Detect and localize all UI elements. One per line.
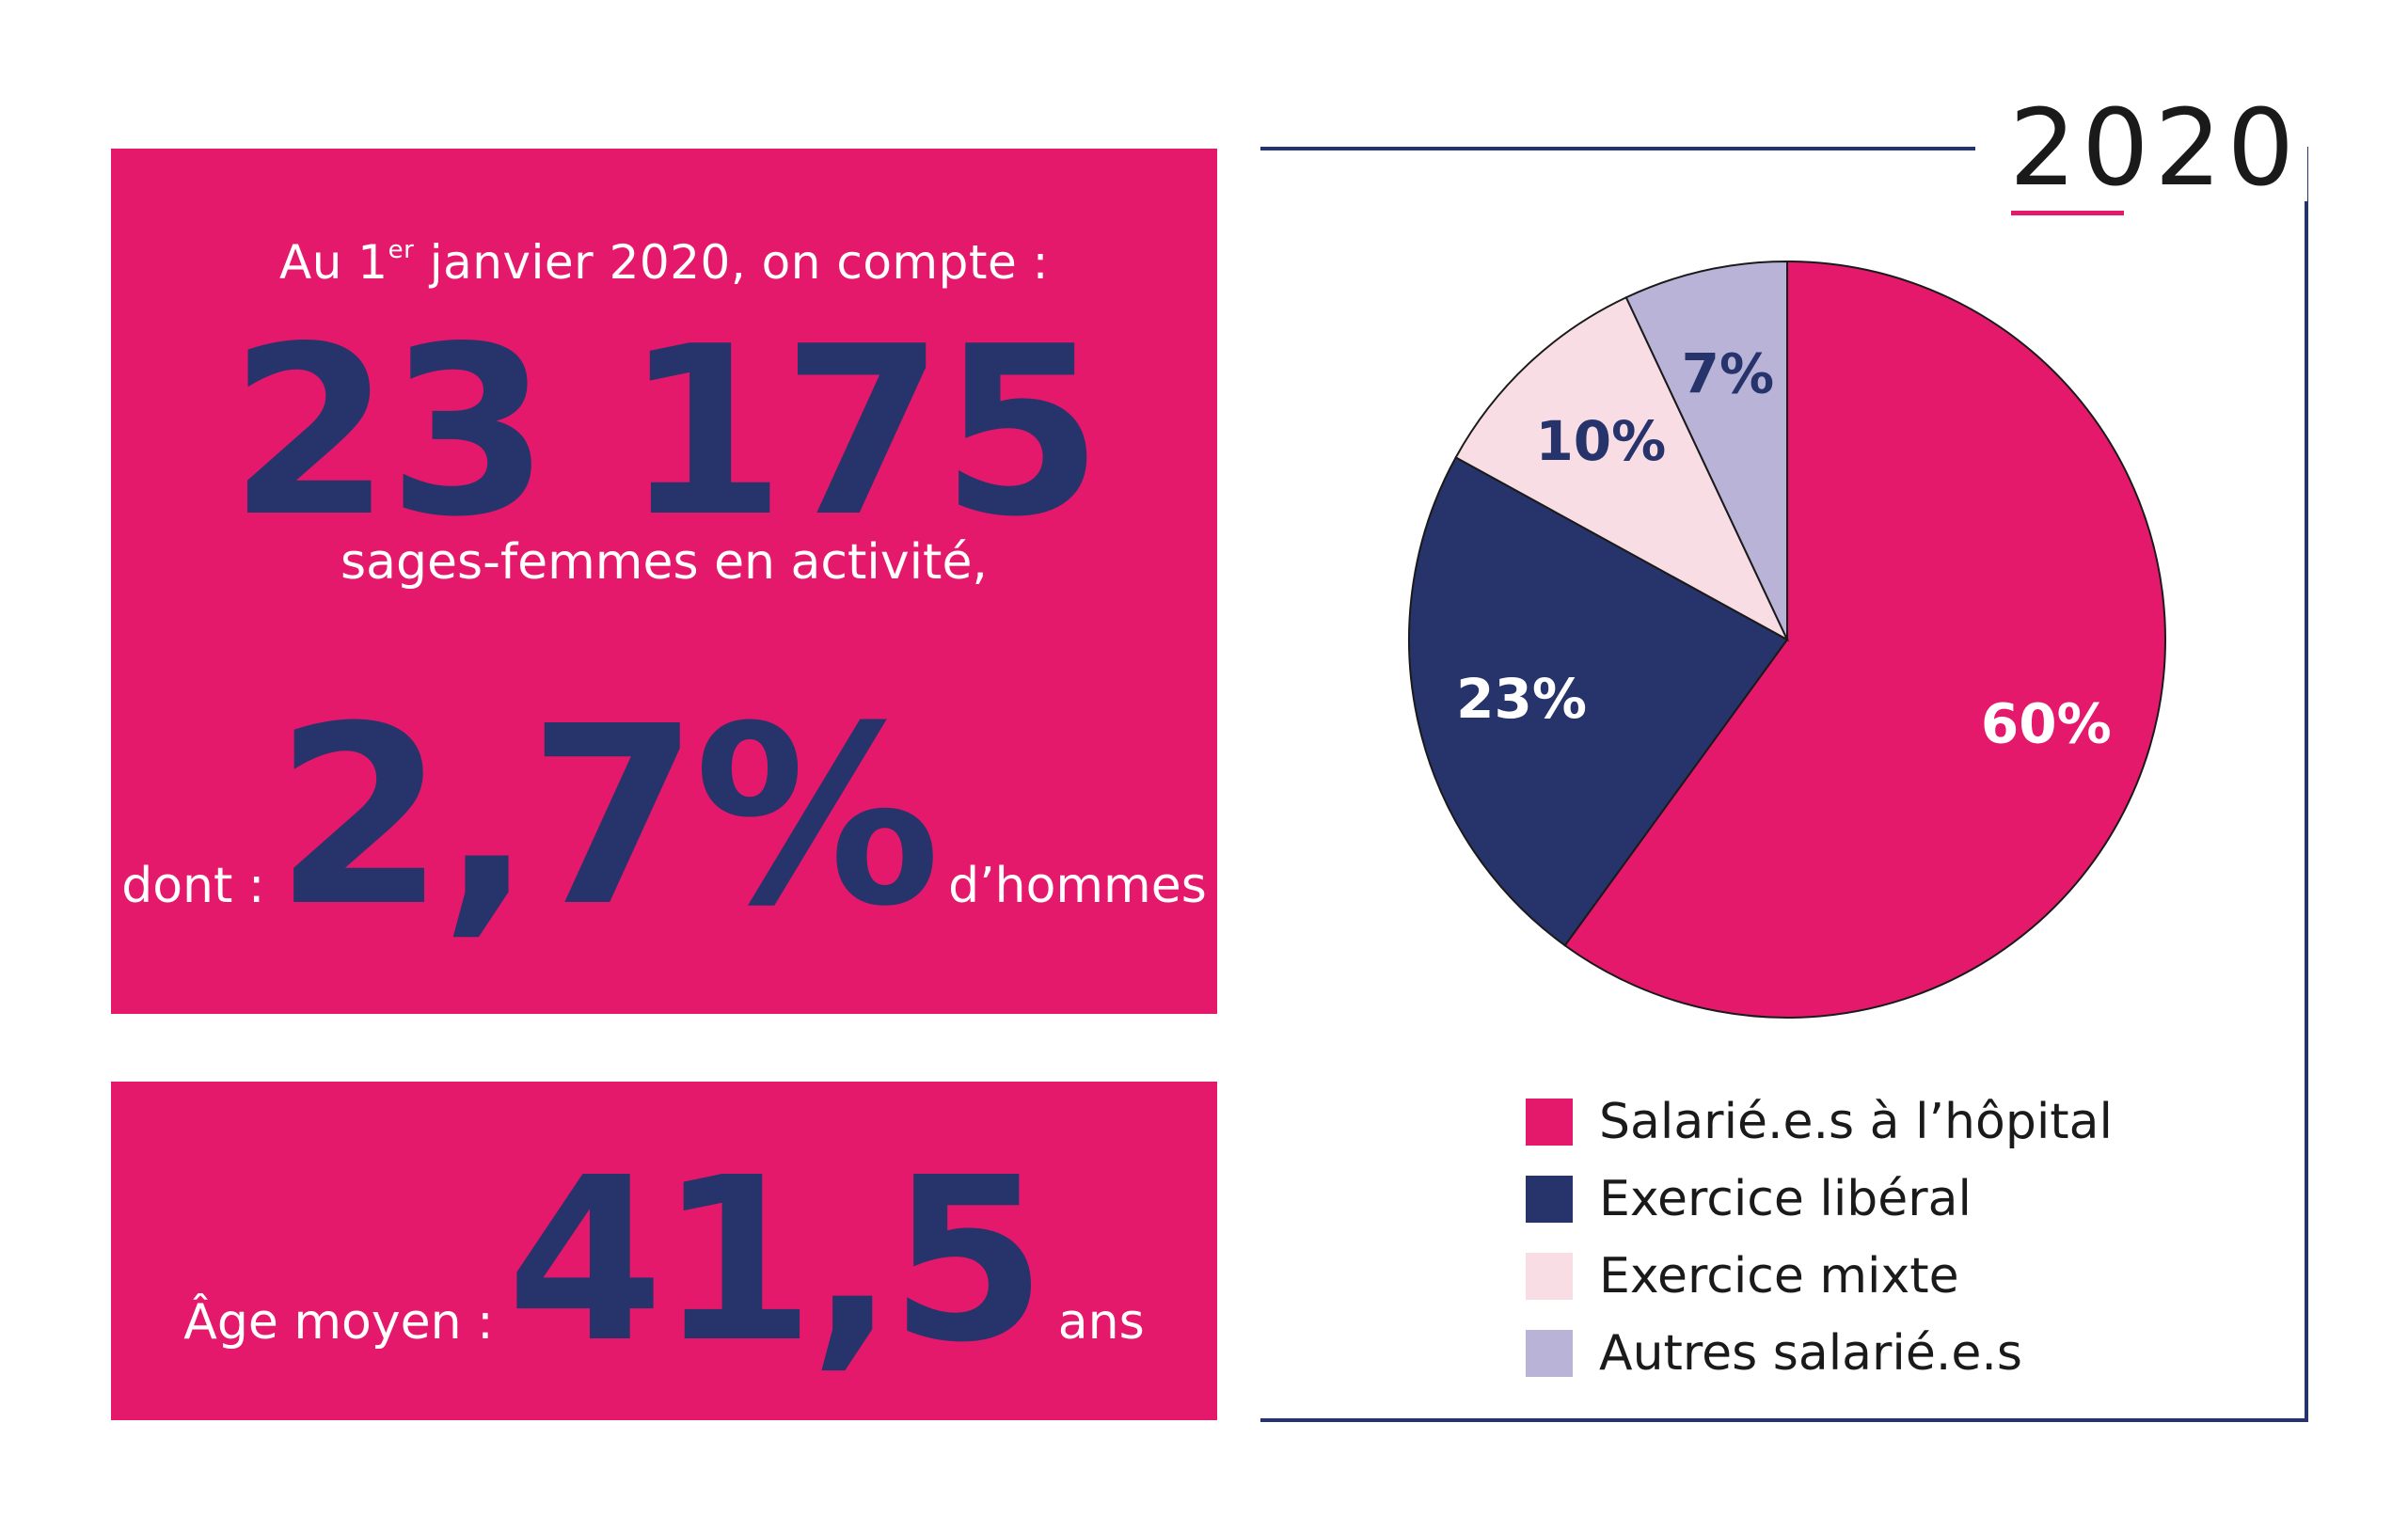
legend-item-exercice-liberal: Exercice libéral: [1526, 1161, 2113, 1238]
men-share-row: dont : 2,7% d’hommes: [111, 694, 1217, 941]
men-share-value: 2,7%: [274, 673, 941, 960]
average-age-prefix: Âge moyen :: [183, 1294, 494, 1351]
pie-slice-autres-salarie-e-s: [1624, 260, 1788, 640]
legend-item-autres-salarie-e-s: Autres salarié.e.s: [1526, 1315, 2113, 1392]
average-age-suffix: ans: [1057, 1294, 1145, 1351]
title-underline: [2011, 211, 2124, 215]
pie-slice-salarie-e-s-a-l-hopital: [1563, 260, 2167, 1019]
legend-swatch: [1526, 1253, 1573, 1300]
legend-label: Exercice libéral: [1599, 1171, 1972, 1227]
legend-item-salarie-e-s-a-l-hopital: Salarié.e.s à l’hôpital: [1526, 1083, 2113, 1161]
intro-text: Au 1er janvier 2020, on compte :: [279, 235, 1049, 290]
chart-title: 2020: [2002, 96, 2308, 201]
total-midwives-label: sages-femmes en activité,: [341, 534, 988, 591]
chart-legend: Salarié.e.s à l’hôpital Exercice libéral E…: [1526, 1083, 2113, 1392]
average-age-value: 41,5: [506, 1129, 1047, 1392]
legend-label: Salarié.e.s à l’hôpital: [1599, 1094, 2113, 1150]
headcount-panel: Au 1er janvier 2020, on compte : 23 175 …: [111, 149, 1217, 1014]
men-share-suffix: d’hommes: [948, 858, 1207, 914]
average-age-row: Âge moyen : 41,5 ans: [111, 1147, 1217, 1373]
legend-swatch: [1526, 1176, 1573, 1223]
legend-label: Exercice mixte: [1599, 1248, 1959, 1305]
slice-label-exercice-mixte: 10%: [1535, 409, 1666, 473]
pie-slice-exercice-mixte: [1454, 295, 1790, 642]
men-share-prefix: dont :: [121, 858, 265, 914]
total-midwives-count: 23 175: [229, 297, 1102, 568]
legend-label: Autres salarié.e.s: [1599, 1325, 2022, 1382]
pie-slice-exercice-liberal: [1408, 455, 1789, 947]
slice-label-salarie-e-s-a-l-hopital: 60%: [1981, 691, 2112, 755]
slice-label-exercice-liberal: 23%: [1456, 667, 1587, 731]
average-age-panel: Âge moyen : 41,5 ans: [111, 1082, 1217, 1420]
legend-swatch: [1526, 1330, 1573, 1377]
legend-swatch: [1526, 1099, 1573, 1146]
slice-label-autres-salarie-e-s: 7%: [1682, 342, 1774, 406]
legend-item-exercice-mixte: Exercice mixte: [1526, 1238, 2113, 1315]
